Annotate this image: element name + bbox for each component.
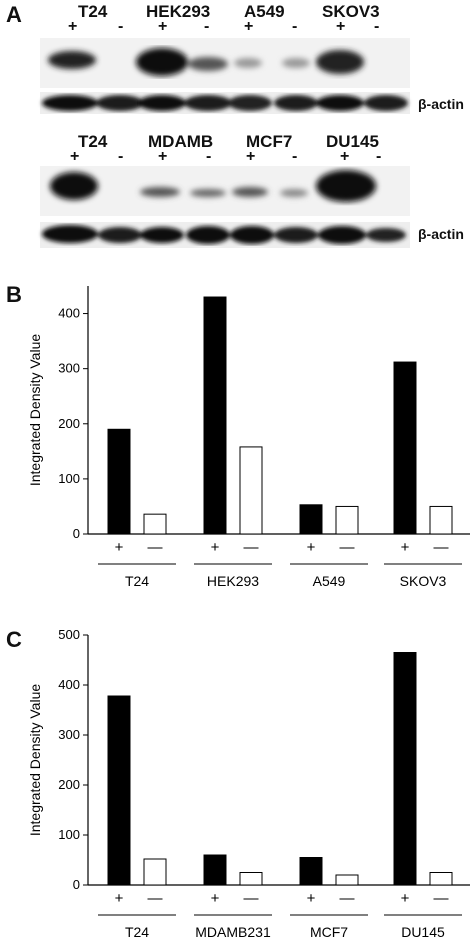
y-tick-label: 100 — [58, 827, 80, 842]
condition-label: + — [401, 890, 410, 907]
bar-minus — [143, 513, 167, 535]
beta-actin-label: β-actin — [418, 96, 464, 112]
blot-label-mdamb: MDAMB — [148, 132, 214, 151]
blot-row1-actin — [42, 95, 408, 111]
sign-plus: + — [340, 148, 350, 165]
condition-label: — — [148, 890, 163, 907]
group-label: HEK293 — [207, 573, 259, 589]
condition-label: + — [307, 890, 316, 907]
sign-minus: - — [204, 18, 210, 35]
sign-minus: - — [292, 148, 298, 165]
y-tick-label: 300 — [58, 727, 80, 742]
sign-plus: + — [246, 148, 256, 165]
condition-label: — — [434, 890, 449, 907]
group-label: T24 — [125, 573, 149, 589]
sign-minus: - — [118, 18, 124, 35]
blot-label-t24: T24 — [78, 2, 108, 21]
bar-minus — [239, 872, 263, 886]
bar-minus — [429, 872, 453, 886]
condition-label: + — [115, 539, 124, 556]
blot-label-mcf7: MCF7 — [246, 132, 293, 151]
blot-row1-bands — [48, 48, 364, 76]
bar-minus — [143, 858, 167, 886]
y-tick-label: 0 — [73, 526, 80, 541]
sign-minus: - — [374, 18, 380, 35]
sign-plus: + — [158, 148, 168, 165]
chart-b: 0 100 200 300 400 Integrated Density Value + — T… — [27, 286, 470, 589]
sign-plus: + — [70, 148, 80, 165]
y-tick-label: 0 — [73, 877, 80, 892]
condition-label: — — [244, 890, 259, 907]
condition-label: + — [211, 890, 220, 907]
group-label: MDAMB231 — [195, 924, 271, 940]
chart-c: 0 100 200 300 400 500 Integrated Density Value… — [27, 627, 470, 940]
blot-row2-bands — [50, 170, 376, 202]
blot-label-a549: A549 — [244, 2, 285, 21]
bar-plus — [107, 428, 131, 535]
condition-label: + — [307, 539, 316, 556]
bar-plus — [203, 854, 227, 886]
blot-label-skov3: SKOV3 — [322, 2, 380, 21]
bar-plus — [203, 296, 227, 535]
condition-label: — — [148, 539, 163, 556]
y-tick-label: 400 — [58, 306, 80, 321]
y-tick-label: 400 — [58, 677, 80, 692]
y-tick-label: 200 — [58, 416, 80, 431]
y-tick-label: 100 — [58, 471, 80, 486]
blot-image — [40, 38, 410, 248]
sign-minus: - — [376, 148, 382, 165]
bar-plus — [107, 695, 131, 886]
blot-label-du145: DU145 — [326, 132, 379, 151]
condition-label: + — [115, 890, 124, 907]
panel-a-letter: A — [6, 2, 22, 27]
condition-label: + — [211, 539, 220, 556]
sign-minus: - — [118, 148, 124, 165]
condition-label: — — [340, 890, 355, 907]
y-axis-label: Integrated Density Value — [27, 334, 43, 486]
group-label: DU145 — [401, 924, 445, 940]
group-label: T24 — [125, 924, 149, 940]
blot-label-hek293: HEK293 — [146, 2, 211, 21]
beta-actin-label: β-actin — [418, 226, 464, 242]
y-tick-label: 500 — [58, 627, 80, 642]
sign-minus: - — [292, 18, 298, 35]
condition-label: — — [434, 539, 449, 556]
bar-plus — [299, 857, 323, 886]
bar-minus — [335, 874, 359, 886]
condition-label: — — [340, 539, 355, 556]
bar-minus — [335, 505, 359, 535]
group-label: SKOV3 — [400, 573, 447, 589]
bar-plus — [393, 652, 417, 886]
condition-label: — — [244, 539, 259, 556]
sign-minus: - — [206, 148, 212, 165]
blot-label-t24: T24 — [78, 132, 108, 151]
sign-plus: + — [158, 18, 168, 35]
sign-plus: + — [336, 18, 346, 35]
panel-b-letter: B — [6, 282, 22, 307]
bar-minus — [239, 446, 263, 535]
bar-plus — [299, 504, 323, 535]
bar-minus — [429, 505, 453, 535]
group-label: A549 — [313, 573, 346, 589]
y-axis-label: Integrated Density Value — [27, 684, 43, 836]
condition-label: + — [401, 539, 410, 556]
sign-plus: + — [244, 18, 254, 35]
panel-c-letter: C — [6, 627, 22, 652]
bar-plus — [393, 361, 417, 535]
group-label: MCF7 — [310, 924, 348, 940]
blot-row2-actin — [42, 225, 406, 244]
sign-plus: + — [68, 18, 78, 35]
y-tick-label: 200 — [58, 777, 80, 792]
y-tick-label: 300 — [58, 361, 80, 376]
